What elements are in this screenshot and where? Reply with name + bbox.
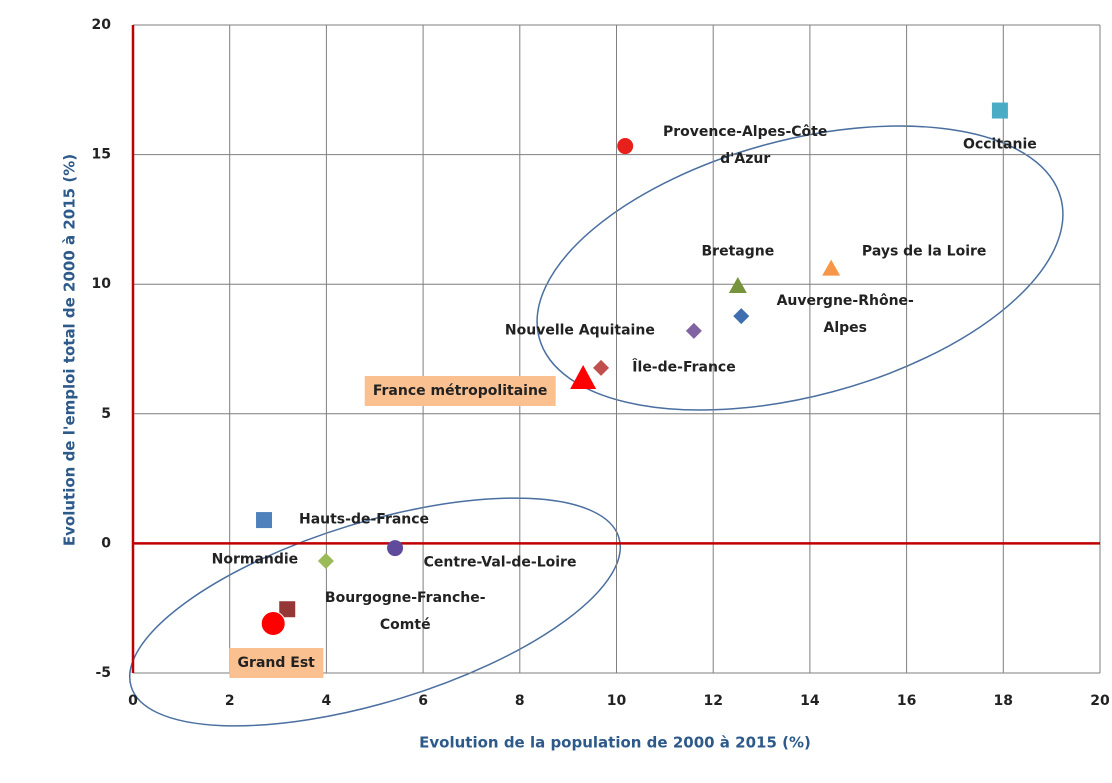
x-tick-label: 12 — [703, 693, 722, 709]
x-tick-label: 0 — [128, 693, 138, 709]
point — [593, 359, 610, 376]
point-label: Occitanie — [963, 136, 1037, 153]
x-tick-label: 10 — [607, 693, 627, 709]
x-tick-label: 4 — [322, 693, 332, 709]
point — [685, 322, 702, 339]
cluster-ellipse — [128, 497, 622, 727]
y-tick-label: 0 — [101, 535, 111, 551]
point-label: Normandie — [211, 551, 299, 568]
y-tick-label: 15 — [92, 147, 111, 163]
point — [260, 610, 286, 636]
point — [256, 512, 273, 529]
point-label: Île-de-France — [632, 359, 736, 376]
x-axis-title: Evolution de la population de 2000 à 201… — [419, 734, 811, 752]
point-label: Pays de la Loire — [861, 243, 987, 260]
x-tick-label: 2 — [225, 693, 235, 709]
point — [279, 601, 296, 618]
point-label: France métropolitaine — [364, 376, 556, 407]
point — [728, 277, 747, 294]
point — [570, 365, 597, 390]
x-tick-label: 8 — [515, 693, 525, 709]
y-tick-label: 10 — [92, 276, 112, 292]
y-tick-label: 20 — [92, 17, 112, 33]
point-label: Grand Est — [229, 648, 323, 679]
x-tick-label: 18 — [994, 693, 1013, 709]
point — [733, 308, 750, 325]
point-label: Nouvelle Aquitaine — [504, 322, 655, 339]
y-axis-title: Evolution de l'emploi total de 2000 à 20… — [61, 154, 79, 546]
cluster-ellipse — [536, 125, 1064, 411]
point-label: Bourgogne-Franche-Comté — [324, 590, 486, 634]
point — [387, 540, 404, 557]
point — [617, 138, 634, 155]
x-tick-label: 16 — [897, 693, 916, 709]
point — [822, 259, 841, 276]
point-label: Provence-Alpes-Côte d'Azur — [663, 124, 828, 168]
point-label: Hauts-de-France — [298, 511, 430, 528]
y-tick-label: 5 — [101, 406, 111, 422]
point-label: Bretagne — [701, 243, 775, 260]
point-label: Auvergne-Rhône-Alpes — [776, 293, 914, 337]
x-tick-label: 14 — [800, 693, 820, 709]
y-tick-label: -5 — [95, 665, 111, 681]
x-tick-label: 6 — [418, 693, 428, 709]
point — [317, 553, 334, 570]
point-label: Centre-Val-de-Loire — [423, 554, 577, 571]
x-tick-label: 20 — [1090, 693, 1110, 709]
point — [991, 102, 1008, 119]
